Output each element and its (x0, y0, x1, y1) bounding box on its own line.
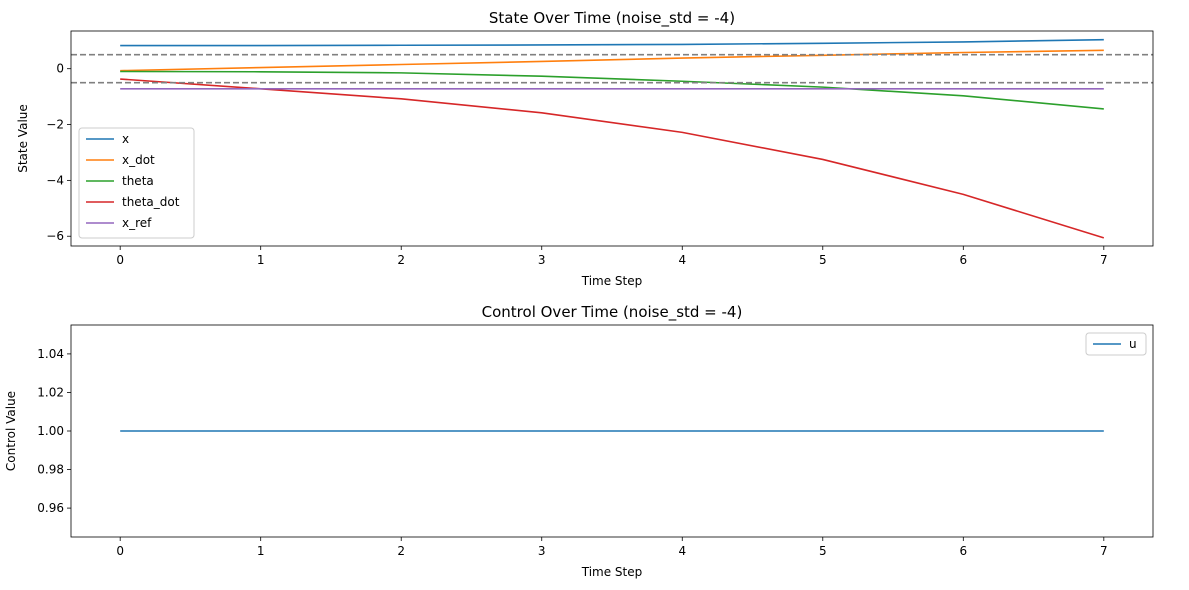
x-tick-label: 6 (959, 544, 967, 558)
series-line-x (120, 38, 1104, 47)
chart-title: State Over Time (noise_std = -4) (489, 9, 735, 28)
legend-box (78, 127, 195, 239)
y-tick-label: 0.98 (37, 463, 64, 477)
x-tick-label: 5 (819, 544, 827, 558)
y-axis-label: State Value (16, 104, 30, 173)
y-tick-label: 1.02 (37, 385, 64, 399)
x-tick-label: 4 (678, 544, 686, 558)
series-line-theta-dot (120, 78, 1105, 239)
legend-label-x-ref: x_ref (122, 216, 152, 230)
legend-label-theta-dot: theta_dot (122, 195, 180, 209)
x-tick-label: 7 (1100, 544, 1108, 558)
axes-frame (70, 324, 1154, 538)
y-tick-label: −6 (46, 229, 64, 243)
x-tick-label: 0 (116, 253, 124, 267)
x-tick-label: 1 (257, 544, 265, 558)
x-tick-label: 5 (819, 253, 827, 267)
x-tick-label: 2 (397, 544, 405, 558)
y-tick-label: 1.00 (37, 424, 64, 438)
y-tick-label: 1.04 (37, 347, 64, 361)
x-tick-label: 3 (538, 253, 546, 267)
series-line-x-dot (120, 49, 1104, 72)
y-tick-label: 0.96 (37, 501, 64, 515)
y-tick-label: −4 (46, 173, 64, 187)
x-tick-label: 6 (959, 253, 967, 267)
x-tick-label: 2 (397, 253, 405, 267)
x-tick-label: 1 (257, 253, 265, 267)
y-tick-label: 0 (56, 62, 64, 76)
legend-label-x-dot: x_dot (122, 153, 155, 167)
x-tick-label: 3 (538, 544, 546, 558)
chart-title: Control Over Time (noise_std = -4) (482, 303, 743, 322)
series-line-theta (120, 70, 1104, 110)
control-chart: Control Over Time (noise_std = -4) Time S… (4, 303, 1154, 579)
x-tick-label: 7 (1100, 253, 1108, 267)
x-axis-label: Time Step (581, 565, 643, 579)
plot-area (71, 38, 1153, 239)
legend-label-theta: theta (122, 174, 154, 188)
x-tick-label: 0 (116, 544, 124, 558)
y-tick-label: −2 (46, 118, 64, 132)
state-chart: State Over Time (noise_std = -4) Time Ste… (16, 9, 1154, 288)
legend-label-x: x (122, 132, 129, 146)
x-axis-label: Time Step (581, 274, 643, 288)
legend: u (1085, 332, 1147, 356)
x-tick-label: 4 (678, 253, 686, 267)
axes-frame (70, 30, 1154, 247)
y-axis-label: Control Value (4, 391, 18, 471)
legend-label-u: u (1129, 337, 1137, 351)
